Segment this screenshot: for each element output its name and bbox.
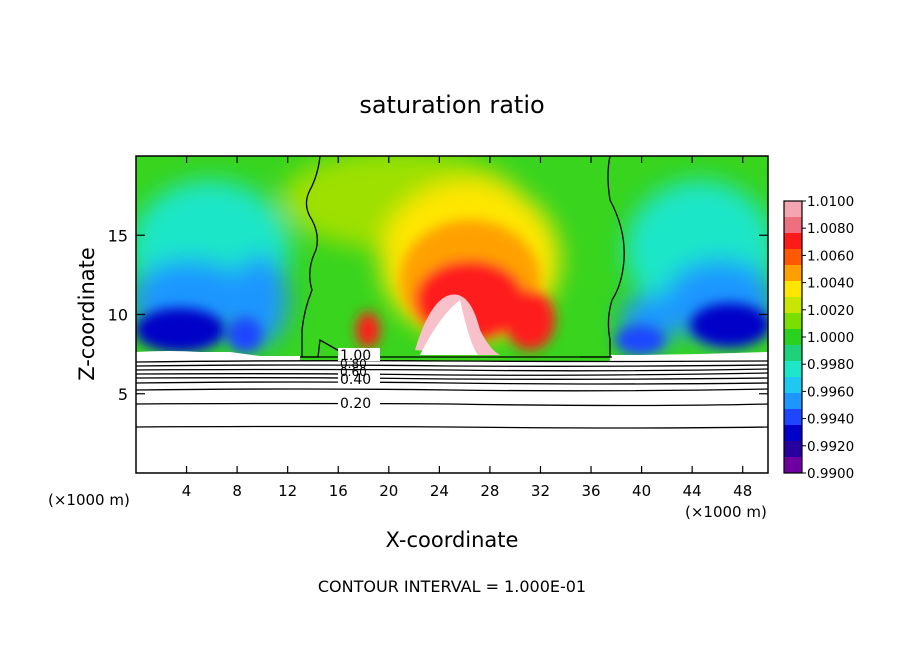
colorbar-swatch bbox=[784, 329, 802, 346]
colorbar-label: 1.0000 bbox=[807, 330, 854, 346]
colorbar-swatch bbox=[784, 457, 802, 474]
contour-label: 0.40 bbox=[340, 372, 371, 388]
colorbar-swatch bbox=[784, 409, 802, 426]
x-tick-label: 36 bbox=[581, 482, 600, 500]
colorbar-label: 1.0040 bbox=[807, 276, 854, 292]
y-tick-label: 10 bbox=[108, 306, 128, 325]
colorbar-swatch bbox=[784, 201, 802, 218]
contour-label: 0.60 bbox=[340, 365, 367, 379]
x-axis: 4 8 12 16 20 24 28 32 36 40 44 48 bbox=[182, 156, 752, 500]
colorbar-swatch bbox=[784, 249, 802, 266]
x-tick-label: 32 bbox=[531, 482, 550, 500]
colorbar-label: 0.9900 bbox=[807, 466, 854, 482]
colorbar-swatch bbox=[784, 345, 802, 362]
y-tick-label: 15 bbox=[108, 226, 128, 245]
colorbar-swatch bbox=[784, 297, 802, 314]
colorbar: 1.0100 1.0080 1.0060 1.0040 1.0020 1.0000 0.99… bbox=[783, 194, 854, 482]
colorbar-label: 0.9920 bbox=[807, 439, 854, 455]
colorbar-label: 0.9960 bbox=[807, 384, 854, 400]
colorbar-swatch bbox=[784, 313, 802, 330]
colorbar-swatch bbox=[784, 361, 802, 378]
x-tick-label: 40 bbox=[632, 482, 651, 500]
cloud-boundary-right bbox=[580, 156, 625, 358]
x-unit-right: (×1000 m) bbox=[685, 503, 767, 521]
x-tick-label: 20 bbox=[379, 482, 398, 500]
colorbar-swatch bbox=[784, 425, 802, 442]
y-tick-label: 5 bbox=[118, 385, 128, 404]
x-axis-title: X-coordinate bbox=[386, 528, 519, 552]
colorbar-swatch bbox=[784, 265, 802, 282]
contour-label: 0.20 bbox=[340, 396, 371, 412]
colorbar-label: 0.9940 bbox=[807, 412, 854, 428]
x-tick-label: 16 bbox=[329, 482, 348, 500]
colorbar-swatch bbox=[784, 393, 802, 410]
colorbar-swatch bbox=[784, 217, 802, 234]
colorbar-swatch bbox=[784, 441, 802, 458]
contour-label-group: 1.00 0.40 0.20 0.80 0.60 bbox=[338, 348, 380, 412]
cloud-boundary-left bbox=[301, 156, 351, 358]
colorbar-swatch bbox=[784, 281, 802, 298]
y-axis: 5 10 15 bbox=[108, 226, 768, 404]
colorbar-label: 1.0020 bbox=[807, 303, 854, 319]
colorbar-label: 1.0060 bbox=[807, 248, 854, 264]
contour-label: 0.80 bbox=[340, 357, 367, 371]
x-tick-label: 28 bbox=[480, 482, 499, 500]
x-tick-label: 48 bbox=[733, 482, 752, 500]
contour-label: 1.00 bbox=[340, 348, 371, 364]
x-tick-label: 4 bbox=[182, 482, 192, 500]
colorbar-label: 1.0100 bbox=[807, 194, 854, 210]
contour-interval-note: CONTOUR INTERVAL = 1.000E-01 bbox=[318, 577, 586, 596]
chart-title: saturation ratio bbox=[359, 91, 544, 119]
x-tick-label: 44 bbox=[683, 482, 702, 500]
x-tick-label: 24 bbox=[430, 482, 449, 500]
x-tick-label: 8 bbox=[232, 482, 242, 500]
colorbar-label: 1.0080 bbox=[807, 221, 854, 237]
y-axis-title: Z-coordinate bbox=[75, 247, 99, 381]
colorbar-swatch bbox=[784, 377, 802, 394]
x-tick-label: 12 bbox=[278, 482, 297, 500]
x-unit-left: (×1000 m) bbox=[48, 491, 130, 509]
colorbar-swatch bbox=[784, 233, 802, 250]
heatmap-field bbox=[136, 156, 768, 473]
colorbar-label: 0.9980 bbox=[807, 357, 854, 373]
